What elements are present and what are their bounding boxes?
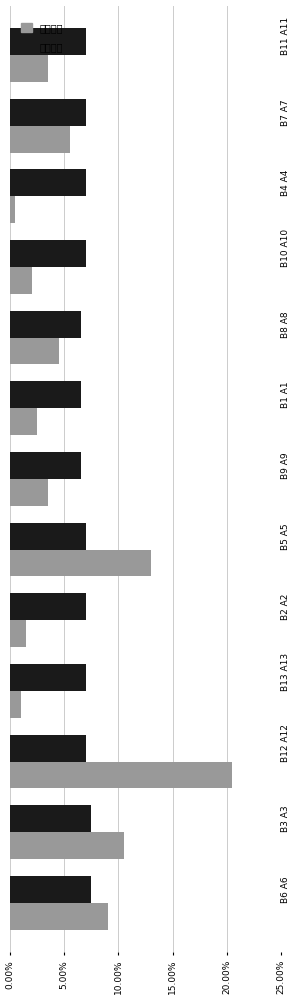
- Bar: [10, 28, 86, 55]
- Bar: [10, 550, 151, 576]
- Bar: [10, 311, 81, 338]
- Bar: [10, 735, 86, 762]
- Bar: [10, 593, 86, 620]
- Bar: [10, 267, 32, 294]
- Bar: [10, 620, 26, 647]
- Bar: [10, 196, 15, 223]
- Legend: 实际比例, 标准比例: 实际比例, 标准比例: [18, 20, 66, 55]
- Bar: [10, 381, 81, 408]
- Bar: [10, 126, 70, 153]
- Bar: [10, 408, 37, 435]
- Bar: [10, 479, 48, 506]
- Bar: [10, 169, 86, 196]
- Bar: [10, 876, 91, 903]
- Bar: [10, 338, 59, 364]
- Bar: [10, 523, 86, 550]
- Bar: [10, 903, 108, 930]
- Bar: [10, 99, 86, 126]
- Bar: [10, 805, 91, 832]
- Bar: [10, 664, 86, 691]
- Bar: [10, 55, 48, 82]
- Bar: [10, 762, 232, 788]
- Bar: [10, 832, 124, 859]
- Bar: [10, 691, 21, 718]
- Bar: [10, 452, 81, 479]
- Bar: [10, 240, 86, 267]
